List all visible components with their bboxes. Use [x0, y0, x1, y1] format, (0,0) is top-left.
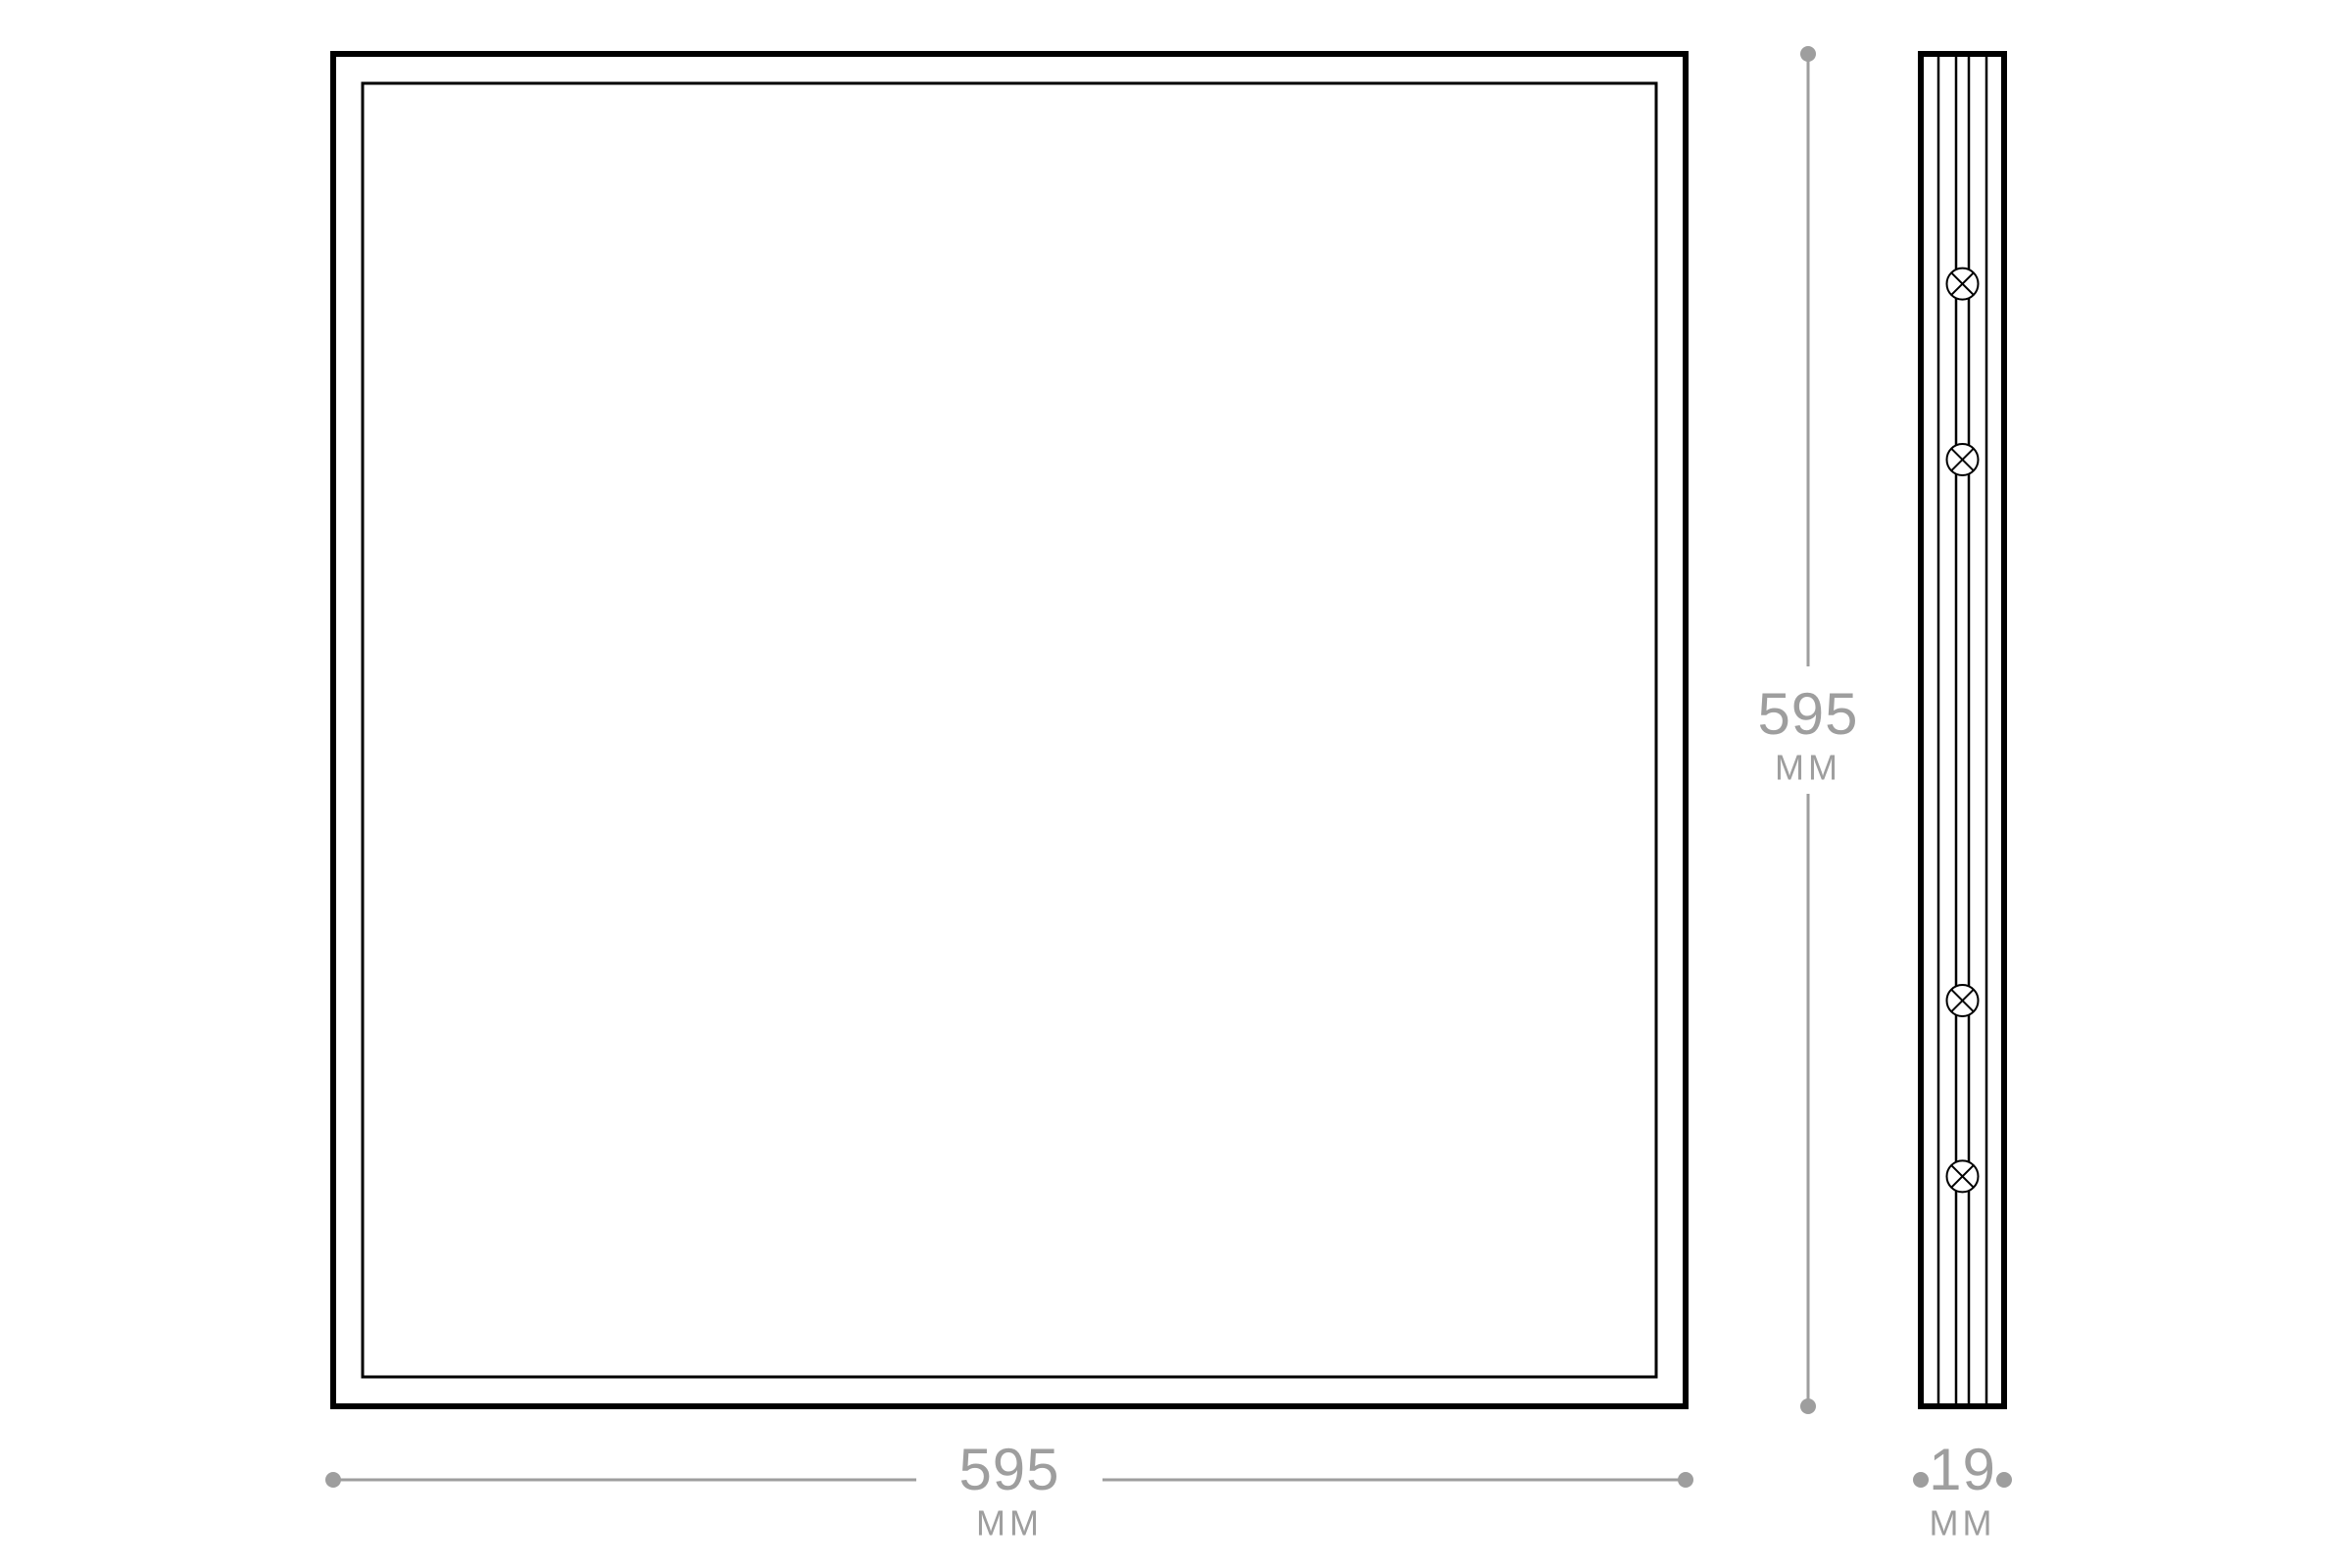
dimension-endpoint-dot — [1996, 1472, 2012, 1488]
screw-0 — [1947, 269, 1979, 300]
screw-1 — [1947, 444, 1979, 475]
dimension-height: 595MM — [1757, 46, 1858, 1414]
front-view — [333, 54, 1686, 1406]
dimension-width: 595MM — [325, 1437, 1693, 1544]
dimension-width-value: 595 — [958, 1437, 1059, 1502]
dimension-endpoint-dot — [1913, 1472, 1929, 1488]
side-view — [1921, 54, 2004, 1406]
dimension-endpoint-dot — [1678, 1472, 1693, 1488]
technical-drawing: 595MM595MM19MM — [0, 0, 2352, 1568]
front-outer-rect — [333, 54, 1686, 1406]
dimension-endpoint-dot — [325, 1472, 341, 1488]
dimension-depth-value: 19 — [1929, 1437, 1996, 1502]
screw-2 — [1947, 985, 1979, 1016]
screw-3 — [1947, 1160, 1979, 1192]
dimension-depth-unit: MM — [1930, 1502, 1996, 1543]
dimension-width-unit: MM — [976, 1502, 1043, 1543]
dimension-height-value: 595 — [1757, 681, 1858, 747]
front-inner-rect — [363, 83, 1656, 1377]
dimension-depth: 19MM — [1913, 1437, 2012, 1544]
side-outer-rect — [1921, 54, 2004, 1406]
dimension-height-unit: MM — [1775, 747, 1841, 787]
dimension-endpoint-dot — [1800, 1398, 1816, 1414]
dimension-endpoint-dot — [1800, 46, 1816, 62]
